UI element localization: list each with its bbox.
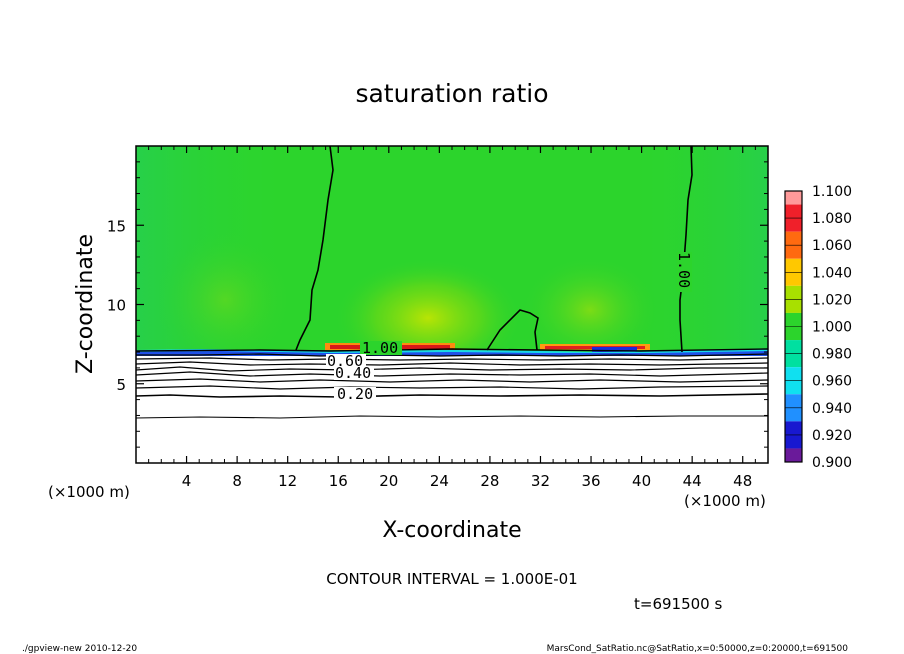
x-tick-label: 32	[531, 472, 550, 490]
colorbar-label: 1.060	[812, 238, 852, 254]
colorbar: 1.100 1.080 1.060 1.040 1.020 1.000 0.980 0.960…	[784, 184, 852, 471]
footer-right: MarsCond_SatRatio.nc@SatRatio,x=0:50000,…	[547, 644, 849, 654]
contour-0.80	[136, 357, 768, 361]
x-tick-label: 20	[379, 472, 398, 490]
contour-label-1.00-floor: 1.00	[362, 339, 398, 357]
x-unit-left: (×1000 m)	[48, 483, 130, 501]
colorbar-label: 1.040	[812, 265, 852, 281]
contour-1.00-hump	[486, 309, 539, 351]
contour-0.90	[136, 353, 768, 357]
contour-interval-text: CONTOUR INTERVAL = 1.000E-01	[326, 570, 577, 588]
contour-label-0.20: 0.20	[337, 385, 373, 403]
y-tick-label: 5	[116, 376, 126, 394]
colorbar-label: 0.940	[812, 401, 852, 417]
plot-field	[136, 146, 768, 463]
time-text: t=691500 s	[634, 595, 722, 613]
contour-0.20	[136, 393, 768, 398]
contour-0.60	[136, 366, 768, 372]
colorbar-label: 1.000	[812, 320, 852, 336]
y-axis-ticks: 5 10 15	[107, 161, 768, 448]
x-unit-right: (×1000 m)	[684, 492, 766, 510]
x-tick-label: 24	[430, 472, 449, 490]
colorbar-label: 1.080	[812, 211, 852, 227]
x-tick-label: 4	[182, 472, 192, 490]
colorbar-label: 1.020	[812, 292, 852, 308]
colorbar-label: 0.960	[812, 374, 852, 390]
y-tick-label: 10	[107, 297, 126, 315]
x-tick-label: 40	[632, 472, 651, 490]
y-axis-label: Z-coordinate	[73, 234, 98, 374]
contour-0.30	[136, 385, 768, 390]
y-tick-label: 15	[107, 217, 126, 235]
contour-1.00-floor	[136, 348, 768, 352]
x-tick-label: 16	[329, 472, 348, 490]
contour-label-1.00-right: 1.00	[675, 252, 693, 288]
colorbar-swatch	[785, 448, 802, 462]
contour-label-0.40: 0.40	[335, 364, 371, 382]
footer-left: ./gpview-new 2010-12-20	[22, 644, 137, 654]
colorbar-label: 0.920	[812, 428, 852, 444]
contour-labels: 1.00 0.60 0.40 0.20 1.00	[326, 252, 693, 403]
contour-0.50	[136, 371, 768, 377]
supersaturated-region-right	[520, 255, 660, 365]
contour-label-0.60: 0.60	[327, 352, 363, 370]
contour-0.70	[136, 361, 768, 366]
colorbar-label: 0.900	[812, 455, 852, 471]
contour-0.40	[136, 378, 768, 383]
subsaturated-field	[136, 356, 768, 463]
x-tick-label: 28	[480, 472, 499, 490]
chart-title: saturation ratio	[355, 79, 548, 108]
x-tick-label: 8	[232, 472, 242, 490]
x-tick-label: 48	[733, 472, 752, 490]
x-axis-label: X-coordinate	[382, 518, 521, 543]
x-tick-label: 12	[278, 472, 297, 490]
colorbar-label: 1.100	[812, 184, 852, 200]
contour-lines	[136, 146, 768, 419]
colorbar-swatch	[785, 191, 802, 205]
contour-1.00-left	[295, 146, 334, 351]
contour-0.10	[136, 415, 768, 419]
x-axis-ticks: 4 8 12 16 20 24 28 32 36 40 44 48	[148, 146, 756, 490]
x-tick-label: 36	[581, 472, 600, 490]
colorbar-label: 0.980	[812, 347, 852, 363]
x-tick-label: 44	[683, 472, 702, 490]
